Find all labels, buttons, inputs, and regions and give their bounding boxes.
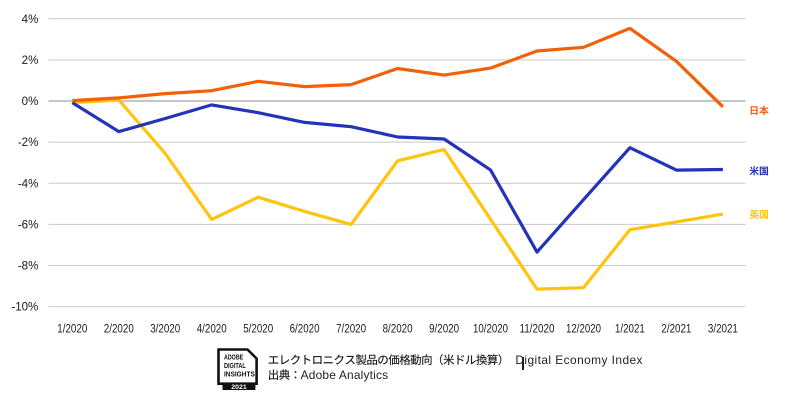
svg-text:英国: 英国 — [749, 207, 769, 221]
svg-text:3/2021: 3/2021 — [708, 323, 738, 335]
svg-text:日本: 日本 — [749, 103, 769, 117]
svg-text:4%: 4% — [22, 14, 39, 26]
svg-text:INSIGHTS: INSIGHTS — [224, 369, 255, 378]
svg-text:1/2021: 1/2021 — [615, 323, 645, 335]
svg-text:11/2020: 11/2020 — [520, 323, 555, 335]
svg-text:-2%: -2% — [18, 137, 38, 149]
svg-text:9/2020: 9/2020 — [429, 323, 459, 335]
svg-text:2/2021: 2/2021 — [661, 323, 691, 335]
svg-text:1/2020: 1/2020 — [57, 323, 87, 335]
svg-text:-4%: -4% — [18, 178, 38, 190]
svg-text:8/2020: 8/2020 — [383, 323, 413, 335]
svg-text:2021: 2021 — [231, 384, 247, 391]
svg-text:0%: 0% — [22, 96, 39, 108]
svg-text:3/2020: 3/2020 — [150, 323, 180, 335]
svg-text:ADOBE: ADOBE — [224, 353, 243, 362]
svg-text:米国: 米国 — [749, 164, 769, 178]
svg-text:-6%: -6% — [18, 220, 38, 232]
svg-text:7/2020: 7/2020 — [336, 323, 366, 335]
svg-text:2%: 2% — [22, 55, 39, 67]
svg-text:2/2020: 2/2020 — [104, 323, 134, 335]
svg-text:5/2020: 5/2020 — [243, 323, 273, 335]
svg-text:10/2020: 10/2020 — [473, 323, 508, 335]
svg-text:4/2020: 4/2020 — [197, 323, 227, 335]
svg-text:DIGITAL: DIGITAL — [224, 361, 246, 370]
svg-text:12/2020: 12/2020 — [566, 323, 601, 335]
svg-text:-8%: -8% — [18, 261, 38, 273]
svg-text:-10%: -10% — [11, 302, 38, 314]
svg-text:6/2020: 6/2020 — [290, 323, 320, 335]
